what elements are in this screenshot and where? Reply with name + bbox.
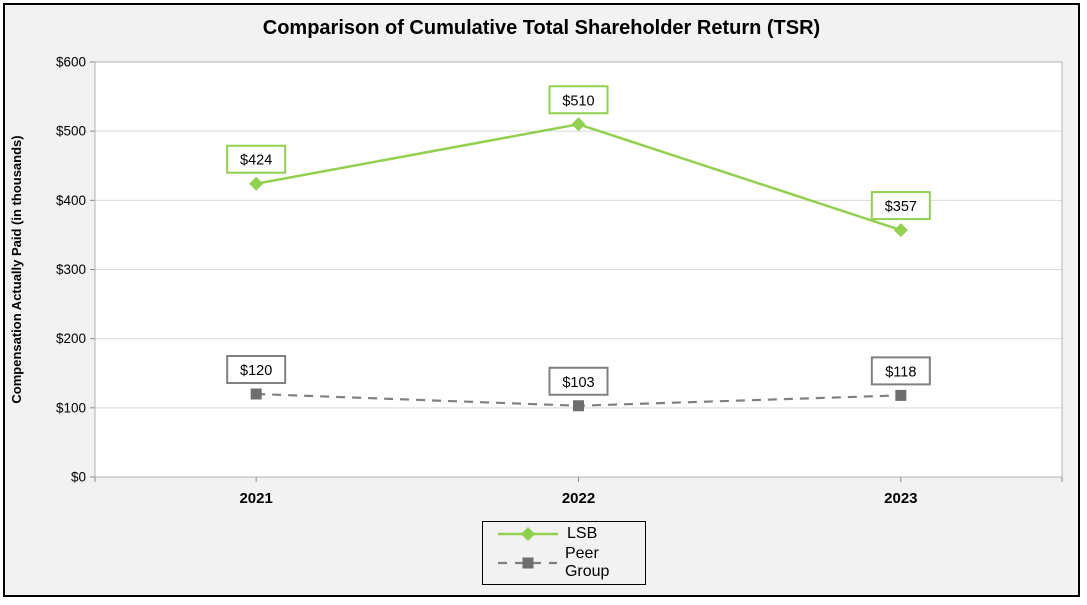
chart-legend: LSB Peer Group (482, 521, 646, 585)
data-label: $103 (562, 375, 594, 391)
series-marker (250, 388, 262, 400)
legend-item-lsb: LSB (497, 525, 645, 543)
data-label-box (548, 366, 609, 396)
legend-label-peer-group: Peer Group (564, 545, 610, 581)
data-label-box (226, 355, 287, 384)
data-label-box (226, 144, 287, 174)
data-label: $118 (885, 364, 916, 380)
y-tick-label: $400 (56, 193, 86, 208)
data-label-box (548, 85, 609, 115)
series-marker (571, 117, 586, 132)
peer-group-line-sample-icon (498, 557, 557, 569)
data-label: $510 (562, 93, 594, 109)
legend-sample-marker (522, 557, 534, 569)
series-marker (249, 176, 264, 191)
lsb-line-sample-icon (498, 526, 558, 541)
chart-frame: Comparison of Cumulative Total Sharehold… (3, 3, 1080, 597)
chart-plot-area: $0 $100 $200 $300 $400 $500 $600 2021 2022 2023 Co… (9, 55, 1063, 507)
x-tick-label: 2022 (562, 490, 595, 507)
y-tick-label: $300 (56, 262, 86, 277)
y-tick-label: $200 (56, 331, 86, 346)
y-tick-label: $100 (56, 400, 86, 415)
series-marker (895, 389, 907, 401)
x-tick-label: 2021 (239, 490, 272, 507)
legend-sample-marker (521, 526, 535, 541)
y-tick-label: $500 (56, 124, 86, 139)
y-axis-title: Compensation Actually Paid (in thousands… (9, 135, 24, 403)
series-marker (893, 223, 908, 238)
y-tick-label: $0 (71, 470, 86, 485)
x-tick-label: 2023 (884, 490, 917, 507)
data-label-box (870, 356, 931, 386)
data-label: $357 (885, 199, 917, 215)
legend-label-lsb: LSB (567, 524, 598, 542)
series-marker (573, 400, 584, 412)
y-tick-label: $600 (56, 55, 86, 70)
data-label: $120 (240, 363, 272, 379)
legend-item-peer-group: Peer Group (497, 545, 645, 581)
chart-title: Comparison of Cumulative Total Sharehold… (262, 17, 821, 39)
data-label-box (870, 191, 931, 221)
data-label: $424 (240, 153, 272, 169)
